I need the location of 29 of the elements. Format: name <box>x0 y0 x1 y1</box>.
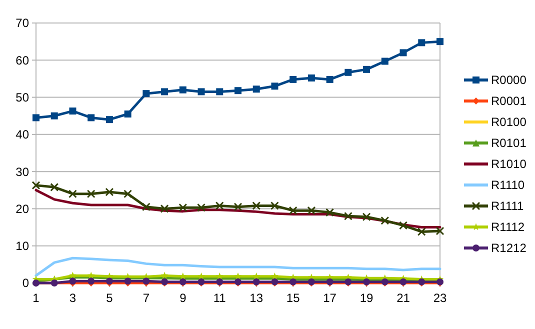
legend-label: R1212 <box>491 241 527 256</box>
y-tick-label: 40 <box>16 128 30 142</box>
legend-label: R0100 <box>491 115 527 130</box>
legend-label: R1010 <box>491 157 527 172</box>
x-tick-label: 1 <box>32 291 40 305</box>
legend-label: R1112 <box>491 220 525 234</box>
y-tick-label: 60 <box>16 53 30 68</box>
legend-label: R0000 <box>491 73 527 88</box>
x-tick-label: 9 <box>180 291 187 305</box>
legend-label: R1110 <box>491 178 525 192</box>
y-tick-label: 20 <box>16 202 30 216</box>
x-tick-label: 7 <box>142 291 150 305</box>
x-tick-label: 3 <box>69 291 76 305</box>
y-tick-label: 0 <box>22 276 30 290</box>
legend-label: R1111 <box>491 199 524 214</box>
x-tick-label: 21 <box>396 291 410 305</box>
y-tick-label: 70 <box>16 16 30 30</box>
legend-label: R0101 <box>491 136 527 150</box>
x-tick-label: 19 <box>360 291 374 305</box>
y-tick-label: 50 <box>16 90 30 104</box>
x-tick-label: 5 <box>106 291 114 305</box>
x-tick-label: 11 <box>213 291 226 305</box>
x-tick-label: 23 <box>433 291 447 305</box>
legend-label: R0001 <box>491 94 527 108</box>
x-tick-label: 17 <box>323 291 337 305</box>
y-tick-label: 10 <box>16 239 30 254</box>
x-tick-label: 15 <box>286 291 300 305</box>
x-tick-label: 13 <box>250 291 264 305</box>
y-tick-label: 30 <box>16 164 30 179</box>
